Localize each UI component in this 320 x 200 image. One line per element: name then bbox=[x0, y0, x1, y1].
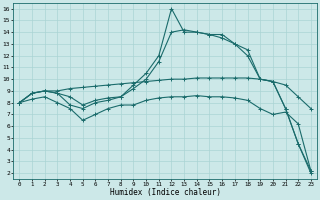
X-axis label: Humidex (Indice chaleur): Humidex (Indice chaleur) bbox=[110, 188, 220, 197]
